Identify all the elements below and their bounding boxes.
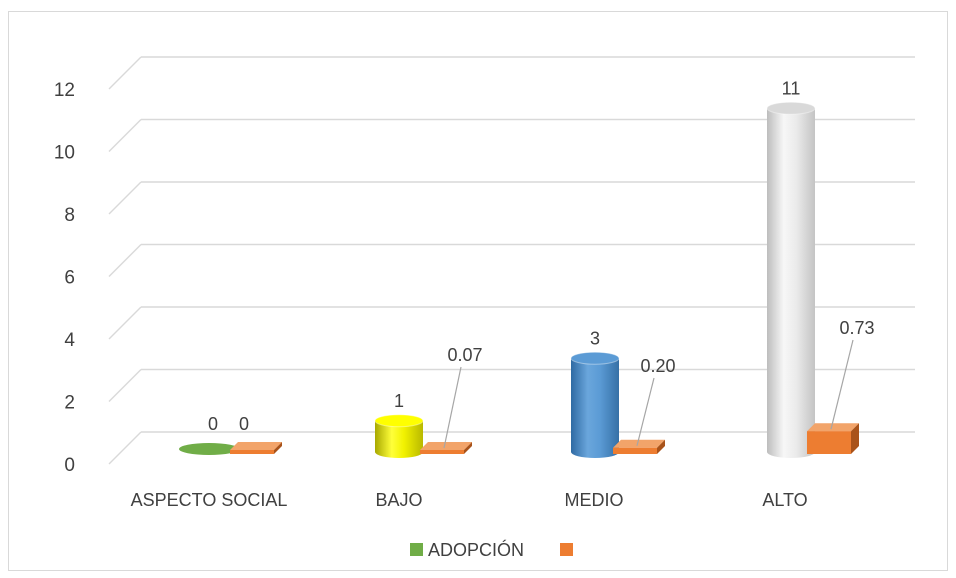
chart-svg: 0 2 4 6 8 10 12 0 0 1 0.07 3 0.20 11 0.73 ASPECTO SOC… [54,56,915,560]
bar [179,443,239,455]
leader-line [636,377,655,446]
bar-top [420,442,472,450]
legend: ADOPCIÓN [410,539,573,560]
gridline [108,119,142,152]
y-tick-label: 12 [54,80,75,101]
bar [571,358,619,458]
bar-top [613,439,665,448]
bar-top [570,351,620,365]
gridline [108,244,142,277]
x-tick-label: ASPECTO SOCIAL [131,490,288,510]
bar-side [464,442,472,454]
bar [375,420,423,458]
data-label: 0.73 [839,318,874,338]
gridline [108,56,142,90]
bar-top [230,442,282,450]
y-tick-label: 10 [54,143,75,164]
x-tick-label: BAJO [375,490,422,510]
bar-side [657,439,665,454]
y-tick-label: 0 [64,455,75,476]
y-tick-label: 8 [64,205,75,226]
x-tick-label: ALTO [762,490,807,510]
bar [767,108,815,458]
gridline [108,431,142,465]
bar-top [766,101,816,115]
gridline [108,369,142,402]
gridline [108,306,142,340]
y-tick-label: 4 [64,330,75,351]
y-tick-label: 2 [64,393,75,414]
bar-side [274,442,282,454]
bar-top [374,414,424,428]
data-label: 0 [208,414,218,434]
data-label: 3 [590,328,600,348]
legend-swatch [410,543,423,556]
data-label: 11 [782,78,801,98]
plot-area [179,101,859,458]
data-label: 0.07 [447,345,482,365]
data-label: 1 [394,391,404,411]
bar [420,450,464,454]
leader-line [443,366,462,449]
gridline [108,181,142,215]
x-axis: ASPECTO SOCIAL BAJO MEDIO ALTO [131,490,808,510]
bar-top [807,423,859,432]
data-labels: 0 0 1 0.07 3 0.20 11 0.73 [208,78,875,449]
chart-frame: 0 2 4 6 8 10 12 0 0 1 0.07 3 0.20 11 0.73 ASPECTO SOC… [8,11,948,571]
x-tick-label: MEDIO [564,490,623,510]
leader-line [830,339,854,430]
y-axis: 0 2 4 6 8 10 12 [54,80,76,476]
legend-swatch [560,543,573,556]
data-label: 0 [239,414,249,434]
data-label: 0.20 [640,356,675,376]
bar-side [851,423,859,454]
y-tick-label: 6 [64,268,75,289]
bar [230,450,274,454]
bar [613,447,657,454]
legend-label: ADOPCIÓN [428,539,524,560]
bar [807,431,851,454]
